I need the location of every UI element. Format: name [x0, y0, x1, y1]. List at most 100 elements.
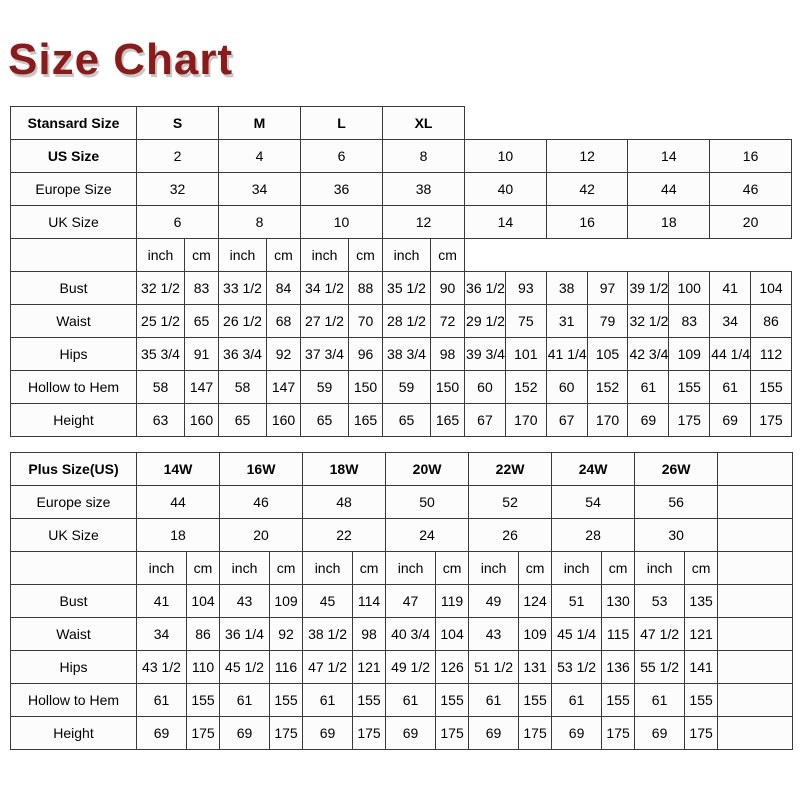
- cell-value: 38 3/4: [382, 337, 432, 371]
- cell-value: 4: [217, 139, 302, 173]
- cell-value: 60: [464, 370, 506, 404]
- cell-value: 20: [709, 205, 792, 239]
- size-group-header-XL: XL: [382, 106, 466, 140]
- cell-value: 160: [184, 403, 219, 437]
- cell-value: 136: [601, 650, 636, 684]
- cell-value: 18: [627, 205, 711, 239]
- cell-value: 175: [684, 716, 719, 750]
- cell-value: 165: [430, 403, 466, 437]
- cell-value: 2: [136, 139, 219, 173]
- standard-size-table: Stansard Size S M L XL US Size 2 4 6 8 10 12 14 16 Eur…: [10, 106, 792, 437]
- cell-value: 90: [430, 271, 466, 305]
- unit-label-inch: inch: [551, 551, 603, 585]
- cell-value: 69: [302, 716, 354, 750]
- unit-label-inch: inch: [468, 551, 520, 585]
- cell-value: 175: [185, 716, 221, 750]
- cell-value: 61: [627, 370, 670, 404]
- cell-value: 61: [468, 683, 520, 717]
- cell-value: 32 1/2: [627, 304, 670, 338]
- cell-value: 65: [184, 304, 219, 338]
- cell-value: 51 1/2: [468, 650, 520, 684]
- cell-value: 26: [468, 518, 553, 552]
- size-group-header-18W: 18W: [302, 452, 387, 486]
- cell-value: 175: [668, 403, 711, 437]
- cell-value: 93: [504, 271, 547, 305]
- cell-value: 22: [302, 518, 387, 552]
- cell-value: 175: [269, 716, 304, 750]
- cell-value: 65: [218, 403, 267, 437]
- cell-value: 42: [545, 172, 629, 206]
- cell-value: 83: [668, 304, 711, 338]
- row-label-height: Height: [10, 716, 137, 750]
- cell-value: 68: [265, 304, 302, 338]
- size-group-header-S: S: [136, 106, 219, 140]
- cell-value: 28: [551, 518, 636, 552]
- unit-label-cm: cm: [265, 238, 302, 272]
- cell-value: 39 3/4: [464, 337, 506, 371]
- cell-value: 46: [709, 172, 792, 206]
- cell-value: 45: [302, 584, 354, 618]
- size-group-header-24W: 24W: [551, 452, 636, 486]
- size-group-header-M: M: [217, 106, 302, 140]
- cell-value: 150: [348, 370, 384, 404]
- cell-value: 45 1/4: [551, 617, 603, 651]
- cell-value: 27 1/2: [300, 304, 350, 338]
- table-spacer-cell: [717, 584, 794, 618]
- cell-value: 6: [300, 139, 384, 173]
- cell-value: 28 1/2: [382, 304, 432, 338]
- cell-value: 65: [300, 403, 350, 437]
- cell-value: 121: [352, 650, 387, 684]
- table-row: Waist 25 1/2 65 26 1/2 68 27 1/2 70 28 1/2 72 29 …: [10, 304, 792, 338]
- cell-value: 69: [627, 403, 670, 437]
- table-header-row: Stansard Size S M L XL: [10, 106, 792, 140]
- cell-value: 97: [586, 271, 629, 305]
- table-row: Hips 35 3/4 91 36 3/4 92 37 3/4 96 38 3/4 98 39 3…: [10, 337, 792, 371]
- table-spacer-cell: [717, 683, 794, 717]
- unit-label-cm: cm: [352, 551, 387, 585]
- cell-value: 92: [265, 337, 302, 371]
- cell-value: 155: [352, 683, 387, 717]
- unit-label-inch: inch: [302, 551, 354, 585]
- cell-value: 14: [464, 205, 547, 239]
- cell-value: 40: [464, 172, 547, 206]
- cell-value: 34: [136, 617, 187, 651]
- cell-value: 60: [545, 370, 588, 404]
- row-label-us-size: US Size: [10, 139, 137, 173]
- row-label-waist: Waist: [10, 617, 137, 651]
- cell-value: 175: [435, 716, 470, 750]
- unit-label-inch: inch: [219, 551, 271, 585]
- table-spacer-cell: [717, 551, 794, 585]
- cell-value: 115: [601, 617, 636, 651]
- size-group-header-L: L: [300, 106, 384, 140]
- table-spacer-cell: [717, 452, 794, 486]
- cell-value: 44: [627, 172, 711, 206]
- cell-value: 59: [382, 370, 432, 404]
- cell-value: 160: [265, 403, 302, 437]
- cell-value: 14: [627, 139, 711, 173]
- cell-value: 61: [634, 683, 686, 717]
- cell-value: 36: [300, 172, 384, 206]
- unit-label-cm: cm: [435, 551, 470, 585]
- cell-value: 36 3/4: [218, 337, 267, 371]
- cell-value: 98: [430, 337, 466, 371]
- unit-label-cm: cm: [184, 238, 219, 272]
- cell-value: 155: [518, 683, 553, 717]
- cell-value: 49: [468, 584, 520, 618]
- table-row: Hollow to Hem 61 155 61 155 61 155 61 155 61 155 61…: [10, 683, 794, 717]
- cell-value: 49 1/2: [385, 650, 437, 684]
- size-group-header-20W: 20W: [385, 452, 470, 486]
- cell-value: 34: [217, 172, 302, 206]
- cell-value: 12: [382, 205, 466, 239]
- cell-value: 32: [136, 172, 219, 206]
- cell-value: 84: [265, 271, 302, 305]
- cell-value: 12: [545, 139, 629, 173]
- table-corner-label: Stansard Size: [10, 106, 137, 140]
- row-label-hips: Hips: [10, 337, 137, 371]
- cell-value: 35 3/4: [136, 337, 185, 371]
- table-row: Europe Size 32 34 36 38 40 42 44 46: [10, 172, 792, 206]
- unit-label-inch: inch: [634, 551, 686, 585]
- cell-value: 170: [586, 403, 629, 437]
- cell-value: 69: [385, 716, 437, 750]
- cell-value: 61: [219, 683, 271, 717]
- table-row: US Size 2 4 6 8 10 12 14 16: [10, 139, 792, 173]
